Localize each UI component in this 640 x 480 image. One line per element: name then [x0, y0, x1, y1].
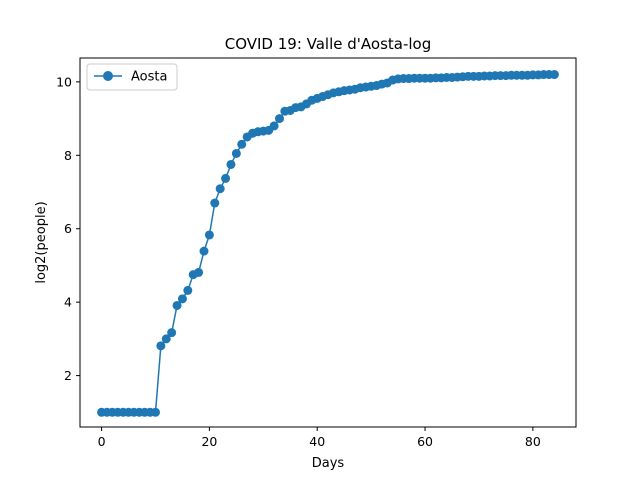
plot-frame: [79, 57, 577, 428]
plot-area: [80, 58, 576, 427]
data-point: [199, 246, 209, 256]
y-tick-label: 10: [56, 74, 72, 89]
legend-box: [86, 63, 178, 91]
data-point: [156, 341, 166, 351]
y-tick-label: 4: [64, 295, 72, 310]
x-tick-label: 80: [525, 434, 541, 449]
x-tick-label: 60: [417, 434, 433, 449]
y-tick-label: 8: [64, 148, 72, 163]
data-point: [172, 300, 182, 310]
legend-marker-swatch: [103, 71, 113, 81]
data-point: [237, 139, 247, 149]
x-tick-label: 40: [309, 434, 325, 449]
legend: Aosta: [86, 63, 178, 91]
data-point: [231, 148, 241, 158]
data-point: [167, 328, 177, 338]
data-point: [183, 285, 193, 295]
y-axis-label: log2(people): [34, 201, 49, 283]
data-point: [194, 267, 204, 277]
x-tick-label: 0: [98, 434, 106, 449]
data-point: [274, 114, 284, 124]
data-point: [221, 173, 231, 183]
data-layer: [97, 70, 559, 417]
data-point: [226, 159, 236, 169]
data-point: [549, 70, 559, 80]
data-point: [150, 407, 160, 417]
data-point: [210, 198, 220, 208]
x-axis-ticks: 0 20 40 60 80: [98, 427, 541, 449]
chart-title: COVID 19: Valle d'Aosta-log: [225, 35, 432, 53]
y-tick-label: 6: [64, 221, 72, 236]
data-point: [215, 184, 225, 194]
data-point: [204, 230, 214, 240]
x-axis-label: Days: [312, 456, 345, 471]
x-tick-label: 20: [201, 434, 217, 449]
y-tick-label: 2: [64, 368, 72, 383]
data-point: [161, 334, 171, 344]
data-point: [269, 121, 279, 131]
legend-label: Aosta: [131, 70, 167, 85]
data-point: [177, 294, 187, 304]
y-axis-ticks: 2 4 6 8 10: [56, 74, 80, 383]
